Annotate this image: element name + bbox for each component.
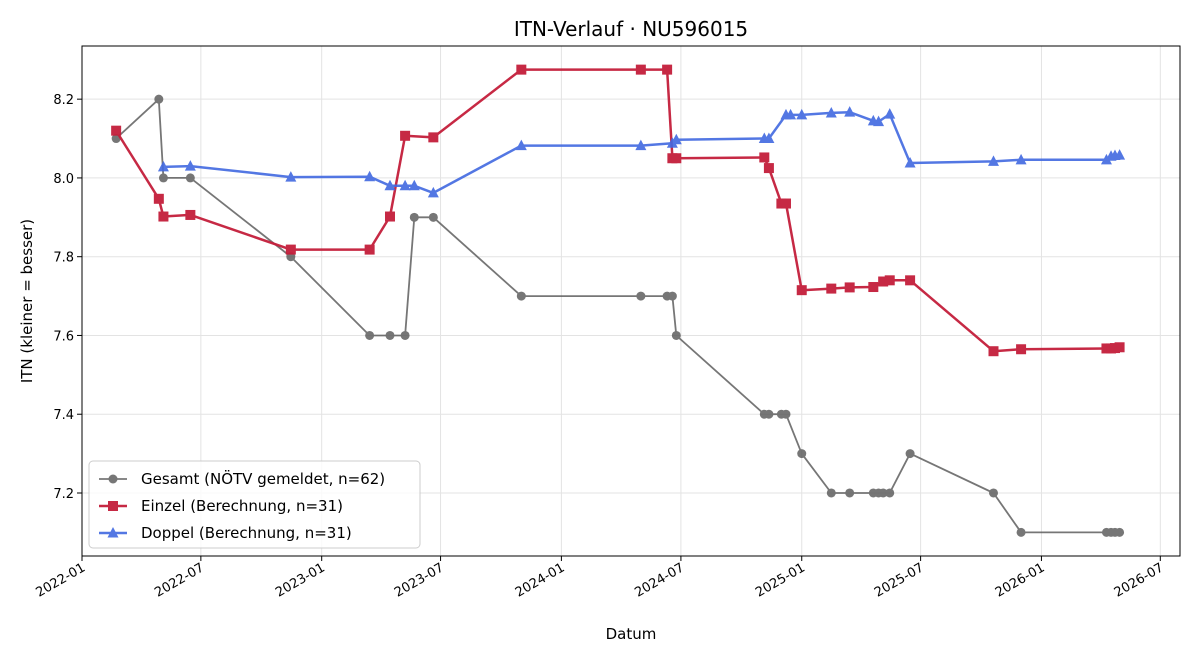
data-point bbox=[364, 244, 375, 255]
legend-marker bbox=[108, 474, 118, 484]
legend-marker bbox=[107, 527, 119, 538]
series-3 bbox=[157, 106, 1126, 198]
data-point bbox=[153, 193, 164, 204]
data-point bbox=[158, 211, 169, 222]
data-point bbox=[796, 108, 808, 120]
data-point bbox=[988, 488, 998, 498]
data-point bbox=[987, 155, 999, 166]
data-point bbox=[1114, 342, 1125, 353]
data-point bbox=[158, 173, 168, 183]
data-point bbox=[1115, 527, 1125, 537]
data-point bbox=[781, 409, 791, 419]
data-point bbox=[400, 330, 410, 340]
legend-label: Gesamt (NÖTV gemeldet, n=62) bbox=[141, 469, 385, 488]
data-point bbox=[671, 153, 682, 164]
legend-marker bbox=[108, 501, 118, 511]
legend-label: Einzel (Berechnung, n=31) bbox=[141, 497, 343, 515]
data-point bbox=[399, 179, 411, 191]
data-point bbox=[763, 132, 775, 144]
legend-label: Doppel (Berechnung, n=31) bbox=[141, 524, 352, 542]
data-point bbox=[635, 139, 647, 151]
data-point bbox=[1114, 149, 1126, 160]
series-1 bbox=[111, 94, 1125, 537]
data-point bbox=[408, 179, 420, 191]
data-point bbox=[154, 94, 164, 104]
data-point bbox=[185, 209, 196, 220]
data-point bbox=[868, 282, 879, 293]
y-tick-label: 7.2 bbox=[53, 487, 74, 502]
data-point bbox=[884, 275, 895, 286]
data-point bbox=[1016, 527, 1026, 537]
y-axis-ticks: 7.2 7.4 7.6 7.8 8.0 8.2 bbox=[53, 93, 82, 502]
data-point bbox=[844, 282, 855, 293]
y-tick-label: 8.2 bbox=[53, 93, 74, 108]
y-axis-label: ITN (kleiner = besser) bbox=[18, 219, 36, 383]
data-point bbox=[635, 64, 646, 75]
data-point bbox=[662, 64, 673, 75]
y-tick-label: 7.4 bbox=[53, 408, 74, 423]
y-tick-label: 7.6 bbox=[53, 329, 74, 344]
data-point bbox=[428, 212, 438, 222]
data-point bbox=[844, 106, 856, 117]
data-point bbox=[1015, 153, 1027, 165]
x-axis-label: Datum bbox=[606, 625, 657, 643]
data-point bbox=[515, 139, 527, 151]
data-point bbox=[636, 291, 646, 301]
data-point bbox=[905, 275, 916, 286]
data-point bbox=[184, 160, 196, 171]
data-point bbox=[826, 283, 837, 294]
legend-item bbox=[99, 501, 127, 511]
legend: Gesamt (NÖTV gemeldet, n=62) Einzel (Bere… bbox=[88, 460, 421, 549]
chart-title: ITN-Verlauf · NU596015 bbox=[514, 17, 748, 41]
series-layer bbox=[111, 64, 1126, 537]
y-tick-label: 7.8 bbox=[53, 251, 74, 266]
data-point bbox=[384, 179, 396, 191]
legend-item bbox=[99, 527, 127, 538]
data-point bbox=[785, 108, 797, 120]
data-point bbox=[905, 449, 915, 459]
data-point bbox=[825, 106, 837, 118]
data-point bbox=[1016, 344, 1027, 355]
data-point bbox=[428, 132, 439, 143]
data-point bbox=[763, 163, 774, 174]
data-point bbox=[364, 170, 376, 182]
data-point bbox=[845, 488, 855, 498]
data-point bbox=[884, 108, 896, 119]
data-point bbox=[400, 130, 411, 141]
data-point bbox=[285, 244, 296, 255]
data-point bbox=[780, 198, 791, 209]
series-2 bbox=[111, 64, 1125, 357]
data-point bbox=[878, 488, 888, 498]
data-point bbox=[671, 330, 681, 340]
data-point bbox=[988, 346, 999, 357]
data-point bbox=[409, 212, 419, 222]
data-point bbox=[904, 156, 916, 168]
data-point bbox=[385, 330, 395, 340]
data-point bbox=[516, 291, 526, 301]
data-point bbox=[667, 291, 677, 301]
legend-box bbox=[88, 460, 421, 549]
data-point bbox=[285, 171, 297, 182]
y-tick-label: 8.0 bbox=[53, 172, 74, 187]
legend-item bbox=[99, 474, 127, 484]
data-point bbox=[427, 186, 439, 198]
data-point bbox=[157, 160, 169, 172]
data-point bbox=[670, 133, 682, 145]
data-point bbox=[111, 125, 122, 136]
data-point bbox=[878, 276, 889, 287]
data-point bbox=[873, 115, 885, 127]
data-point bbox=[384, 211, 395, 222]
data-point bbox=[826, 488, 836, 498]
data-point bbox=[365, 330, 375, 340]
data-point bbox=[185, 173, 195, 183]
data-point bbox=[516, 64, 527, 75]
data-point bbox=[759, 152, 770, 163]
data-point bbox=[797, 449, 807, 459]
data-point bbox=[885, 488, 895, 498]
data-point bbox=[764, 409, 774, 419]
data-point bbox=[796, 285, 807, 296]
plot-frame bbox=[81, 45, 1181, 557]
